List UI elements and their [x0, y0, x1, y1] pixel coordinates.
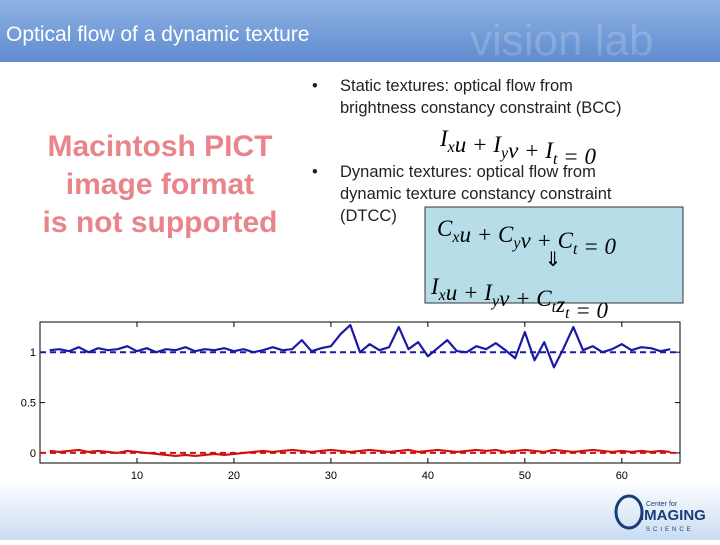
title-bar: [0, 0, 720, 62]
placeholder: Macintosh PICT image format is not support…: [43, 130, 278, 239]
plot-frame: [39, 321, 681, 464]
equation-subscript: y: [499, 145, 509, 162]
logo: Center for IMAGING SCIENCE: [614, 494, 706, 533]
equation: Ixu + Iyv + Ctzt = 0: [430, 274, 609, 323]
placeholder-line: is not supported: [43, 206, 278, 239]
equation-part: v + I: [508, 138, 554, 163]
bullet-line: dynamic texture constancy constraint: [340, 185, 612, 203]
y-tick-label: 0: [30, 448, 36, 460]
bottom-band: [0, 480, 720, 540]
bullet-line: Static textures: optical flow from: [340, 77, 573, 95]
implies-arrow: ⇓: [545, 249, 562, 271]
x-tick-label: 60: [616, 470, 628, 482]
slide-title: Optical flow of a dynamic texture: [6, 23, 309, 46]
equation: Cxu + Cyv + Ct = 0: [437, 216, 616, 259]
equation-part: u + I: [446, 280, 494, 305]
bullets: • Static textures: optical flow from brigh…: [312, 77, 622, 225]
y-tick-label: 0.5: [21, 398, 36, 410]
chart: 10 20 30 40 50 60 0 0.5 1: [21, 321, 681, 482]
equation-part: v + C: [499, 286, 552, 311]
equation-subscript: t: [565, 305, 570, 322]
bullet-line: brightness constancy constraint (BCC): [340, 99, 622, 117]
equation-subscript: t: [552, 299, 557, 316]
bullet-line: (DTCC): [340, 207, 397, 225]
equation-box: [424, 206, 684, 304]
placeholder-line: Macintosh PICT: [47, 130, 272, 163]
equation-part: v + C: [520, 228, 573, 253]
y-tick-label: 1: [30, 347, 36, 359]
logo-main: IMAGING: [640, 507, 706, 524]
watermark: vision lab: [470, 16, 653, 65]
equation-part: C: [437, 216, 453, 241]
bullet-line: Dynamic textures: optical flow from: [340, 163, 596, 181]
bullet-symbol: •: [312, 163, 318, 181]
equation-subscript: x: [447, 139, 455, 156]
equation-part: I: [439, 126, 449, 151]
x-tick-label: 10: [131, 470, 143, 482]
equation-subscript: y: [511, 235, 521, 252]
equation-part: = 0: [577, 234, 616, 259]
equation-part: = 0: [557, 144, 596, 169]
equation-part: u + C: [459, 222, 514, 247]
logo-top: Center for: [646, 501, 678, 508]
equation-part: u + I: [455, 132, 503, 157]
equation-subscript: x: [438, 287, 446, 304]
equation-part: I: [430, 274, 440, 299]
equation-part: z: [555, 292, 565, 317]
x-tick-label: 40: [422, 470, 434, 482]
equation: Ixu + Iyv + It = 0: [439, 126, 596, 169]
data-line: [49, 448, 671, 458]
x-tick-label: 30: [325, 470, 337, 482]
data-line: [49, 323, 671, 369]
equation-part: = 0: [570, 298, 609, 323]
x-tick-label: 50: [519, 470, 531, 482]
equation-subscript: t: [553, 151, 558, 168]
x-tick-label: 20: [228, 470, 240, 482]
bullet-symbol: •: [312, 77, 318, 95]
equation-subscript: x: [451, 229, 459, 246]
equation-subscript: y: [490, 293, 500, 310]
logo-ring: [614, 494, 644, 530]
placeholder-line: image format: [66, 168, 254, 201]
equation-subscript: t: [573, 241, 578, 258]
logo-bottom: SCIENCE: [646, 527, 694, 533]
